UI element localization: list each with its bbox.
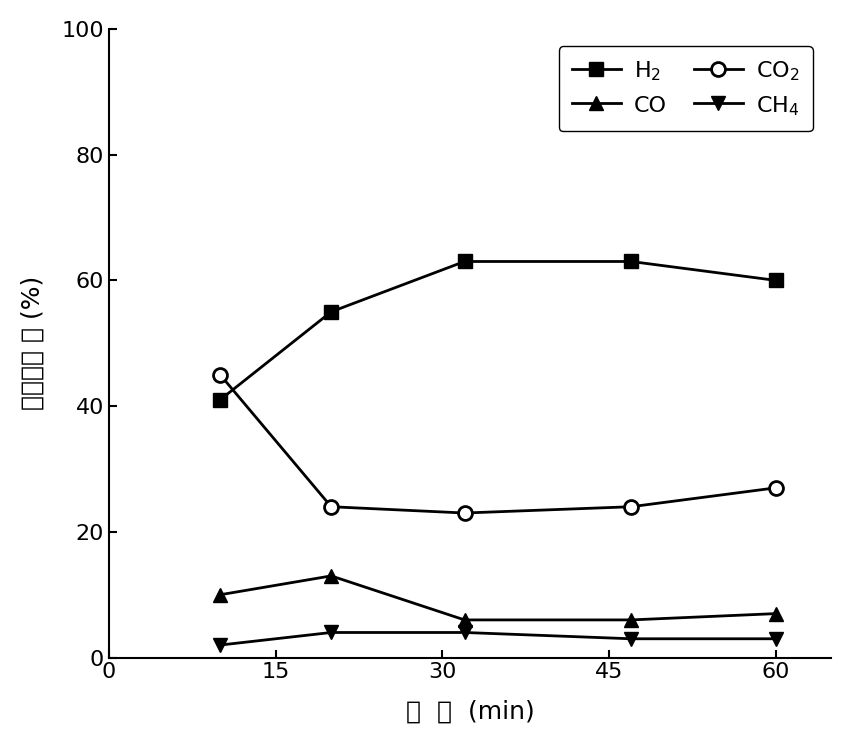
Y-axis label: 出口气组 成 (%): 出口气组 成 (%): [20, 276, 45, 411]
Legend: H$_2$, CO, CO$_2$, CH$_4$: H$_2$, CO, CO$_2$, CH$_4$: [559, 46, 813, 131]
X-axis label: 时  间  (min): 时 间 (min): [406, 699, 534, 723]
